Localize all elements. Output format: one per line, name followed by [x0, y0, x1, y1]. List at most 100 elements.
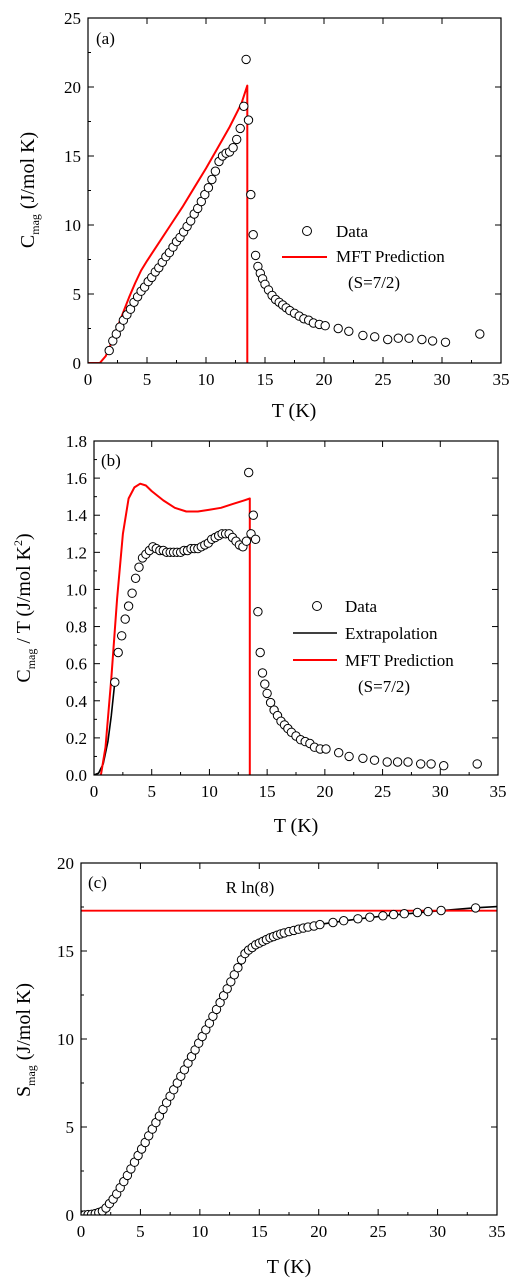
panel-b-data-point — [392, 757, 403, 767]
panel-b-xtick-label: 35 — [490, 782, 507, 801]
panel-b-ylabel-sub: mag — [24, 649, 38, 670]
panel-b-xlabel: T (K) — [274, 815, 319, 837]
panel-c-marks — [81, 903, 497, 1215]
panel-b-data-point — [253, 607, 263, 617]
panel-a-data-point — [241, 54, 251, 65]
panel-a-data-point — [232, 134, 242, 145]
panel-a-xtick-label: 30 — [434, 370, 451, 389]
panel-b-ytick-label: 0.4 — [66, 692, 88, 711]
panel-a-xtick-label: 35 — [493, 370, 510, 389]
panel-c-data-point — [339, 916, 349, 926]
panel-c-ytick-label: 0 — [66, 1206, 75, 1225]
panel-a-data-point — [383, 334, 393, 345]
panel-b-data-point — [265, 697, 276, 708]
panel-c-xtick-label: 20 — [310, 1222, 327, 1241]
panel-b-legend-mft-label: MFT Prediction — [345, 651, 454, 670]
panel-b-ytick-label: 1.4 — [66, 506, 88, 525]
panel-a-xlabel: T (K) — [272, 400, 317, 422]
panel-a-legend-mft-label: MFT Prediction — [336, 247, 445, 266]
panel-b-data-point — [382, 757, 392, 767]
panel-a-data-point — [235, 123, 245, 134]
panel-b-xtick-label: 0 — [90, 782, 99, 801]
panel-b-legend-mft-label-2: (S=7/2) — [358, 677, 410, 696]
panel-b-data-point — [250, 534, 261, 544]
panel-a-data-point — [475, 329, 485, 339]
panel-a-legend-data-label: Data — [336, 222, 369, 241]
panel-a-data-point — [210, 166, 221, 176]
panel-b-ylabel-close: ) — [13, 533, 35, 540]
panel-b-marks — [94, 467, 482, 775]
panel-c-xtick-label: 0 — [77, 1222, 86, 1241]
panel-b-xtick-label: 30 — [432, 782, 449, 801]
panel-c-ylabel-main: S — [13, 1086, 35, 1097]
panel-c-data-point — [399, 909, 409, 919]
panel-a-ylabel-rest: (J/mol K) — [17, 132, 39, 214]
panel-a-data-point — [404, 333, 414, 343]
panel-b-ytick-label: 1.6 — [66, 469, 87, 488]
panel-a-ytick-label: 10 — [64, 216, 81, 235]
panel-b-legend-data-label: Data — [345, 597, 378, 616]
panel-a-data-point — [203, 183, 214, 193]
panel-b-ytick-label: 1.0 — [66, 580, 87, 599]
panel-c-xtick-label: 5 — [136, 1222, 145, 1241]
panel-c-xtick-label: 30 — [429, 1222, 446, 1241]
panel-c-ytick-label: 15 — [57, 942, 74, 961]
panel-b-data-point — [130, 573, 141, 583]
panel-a-ylabel: Cmag (J/mol K) — [17, 132, 42, 248]
panel-a-ylabel-main: C — [17, 235, 39, 248]
panel-c-frame — [80, 862, 498, 1216]
panel-b-ylabel: Cmag / T (J/mol K2) — [11, 533, 38, 682]
panel-c-data-point — [412, 907, 423, 918]
panel-c-ytick-label: 20 — [57, 854, 74, 873]
panel-b: 0 5 10 15 20 25 30 35 0.0 0.2 0.4 0.6 0.8 1.0 1.2 1.4 1.… — [11, 432, 507, 837]
panel-a-legend: Data MFT Prediction (S=7/2) — [282, 222, 445, 292]
panel-b-data-point — [334, 748, 344, 758]
panel-a-ytick-label: 25 — [64, 9, 81, 28]
panel-b-data-point — [439, 761, 449, 771]
panel-a-data-point — [207, 174, 217, 185]
panel-b-data-point — [344, 751, 354, 762]
panel-b-data-point — [244, 467, 254, 478]
panel-b-data-point — [403, 757, 413, 767]
panel-c-ticks: 0 5 10 15 20 25 30 35 0 5 10 15 20 — [57, 854, 506, 1241]
panel-a-series-1-line — [88, 84, 249, 363]
panel-a-data-point — [320, 321, 330, 331]
panel-a-ytick-label: 5 — [73, 285, 82, 304]
panel-a-data-point — [344, 326, 354, 336]
panel-b-data-point — [426, 759, 436, 769]
panel-a-data-point — [358, 330, 368, 341]
panel-c-xlabel: T (K) — [267, 1256, 312, 1278]
panel-c-data-point — [315, 919, 325, 930]
panel-b-ticks: 0 5 10 15 20 25 30 35 0.0 0.2 0.4 0.6 0.8 1.0 1.2 1.4 1.… — [66, 432, 507, 801]
panel-a-xtick-label: 20 — [316, 370, 333, 389]
panel-b-xtick-label: 25 — [374, 782, 391, 801]
panel-a-ytick-label: 20 — [64, 78, 81, 97]
panel-b-ytick-label: 1.2 — [66, 543, 87, 562]
panel-b-data-point — [248, 510, 259, 520]
panel-a-marks — [88, 54, 485, 363]
panel-c-data-point — [378, 911, 388, 921]
panel-b-data-point — [134, 562, 144, 572]
panel-a-data-point — [417, 334, 427, 345]
panel-a-xtick-label: 10 — [198, 370, 215, 389]
panel-b-data-point — [321, 744, 331, 754]
panel-b-xtick-label: 10 — [201, 782, 218, 801]
panel-c-xtick-label: 15 — [251, 1222, 268, 1241]
panel-a-xtick-label: 0 — [84, 370, 93, 389]
panel-b-legend-extrap-label: Extrapolation — [345, 624, 438, 643]
panel-b-data-point — [113, 647, 123, 658]
panel-b-ylabel-main: C — [13, 669, 35, 682]
panel-b-data-point — [241, 536, 252, 546]
panel-a-xtick-label: 15 — [257, 370, 274, 389]
panel-b-ylabel-rest: / T (J/mol K — [13, 545, 35, 648]
panel-b-data-point — [358, 753, 368, 763]
panel-a-data-point — [393, 333, 403, 343]
panel-b-ytick-label: 0.0 — [66, 766, 87, 785]
panel-c-xtick-label: 25 — [370, 1222, 387, 1241]
panel-c-ytick-label: 5 — [66, 1118, 75, 1137]
panel-c-data-point — [388, 909, 399, 920]
panel-b-frame — [93, 440, 499, 776]
panel-b-xtick-label: 15 — [259, 782, 276, 801]
panel-a-ytick-label: 15 — [64, 147, 81, 166]
panel-b-data-point — [260, 679, 270, 689]
